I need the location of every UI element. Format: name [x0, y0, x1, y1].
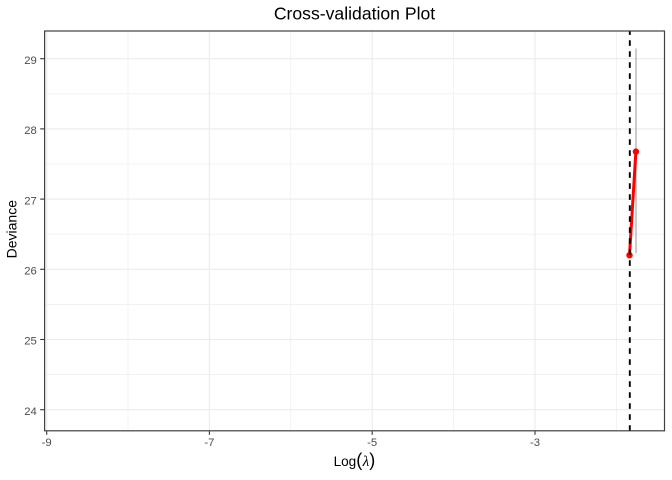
svg-text:-7: -7: [204, 437, 214, 449]
svg-text:28: 28: [24, 125, 37, 137]
svg-text:Deviance: Deviance: [3, 200, 19, 259]
svg-text:-5: -5: [367, 437, 377, 449]
svg-text:25: 25: [24, 336, 37, 348]
svg-text:27: 27: [24, 195, 37, 207]
svg-text:26: 26: [24, 266, 37, 278]
svg-text:29: 29: [24, 55, 37, 67]
svg-text:-3: -3: [530, 437, 540, 449]
svg-text:Cross-validation Plot: Cross-validation Plot: [274, 4, 435, 24]
svg-text:-9: -9: [42, 437, 52, 449]
svg-text:Log(λ): Log(λ): [334, 450, 376, 470]
svg-text:24: 24: [24, 406, 37, 418]
